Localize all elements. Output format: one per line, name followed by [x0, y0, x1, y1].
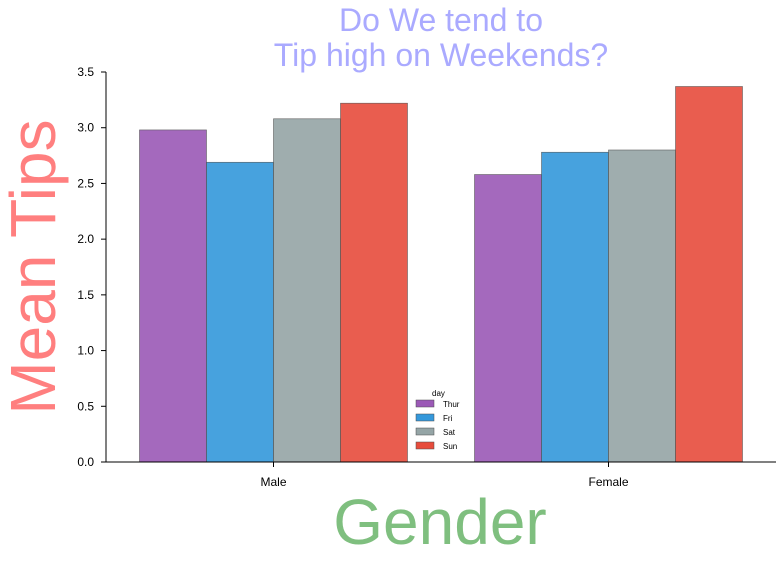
y-axis-label: Mean Tips — [0, 119, 69, 414]
y-tick-label: 3.0 — [77, 121, 94, 135]
legend-swatch-sat — [415, 427, 435, 436]
bar-sat-female — [608, 149, 676, 463]
x-axis-label: Gender — [333, 486, 546, 558]
bar-fri-male — [206, 161, 274, 463]
x-tick-label-female: Female — [588, 475, 628, 489]
bar-sun-female — [675, 86, 743, 463]
y-ticks: 0.0 0.5 1.0 1.5 2.0 2.5 3.0 3.5 — [77, 65, 106, 469]
bar-fri-female — [541, 151, 609, 463]
y-tick-label: 2.5 — [77, 176, 94, 190]
legend-label-fri: Fri — [443, 414, 453, 423]
x-tick-label-male: Male — [260, 475, 286, 489]
bar-thur-female — [474, 174, 542, 463]
y-tick-label: 2.0 — [77, 232, 94, 246]
legend-label-sat: Sat — [443, 428, 456, 437]
y-tick-label: 1.0 — [77, 344, 94, 358]
bar-sat-male — [273, 118, 341, 463]
legend-label-sun: Sun — [443, 442, 457, 451]
x-ticks: Male Female — [260, 462, 629, 489]
legend-label-thur: Thur — [443, 400, 460, 409]
bars-group — [139, 86, 743, 463]
y-tick-label: 3.5 — [77, 65, 94, 79]
legend-swatch-sun — [415, 441, 435, 450]
chart-title-line-1: Do We tend to — [339, 2, 543, 38]
legend-swatch-thur — [415, 399, 435, 408]
legend-title: day — [432, 389, 445, 398]
chart-title: Do We tend to Tip high on Weekends? — [274, 2, 608, 73]
axes-group — [105, 72, 776, 463]
bar-thur-male — [139, 129, 207, 463]
y-tick-label: 0.0 — [77, 455, 94, 469]
legend-swatch-fri — [415, 413, 435, 422]
bar-sun-male — [340, 102, 408, 463]
chart-title-line-2: Tip high on Weekends? — [274, 37, 608, 73]
legend: day Thur Fri Sat Sun — [415, 389, 460, 451]
y-tick-label: 1.5 — [77, 288, 94, 302]
y-tick-label: 0.5 — [77, 399, 94, 413]
